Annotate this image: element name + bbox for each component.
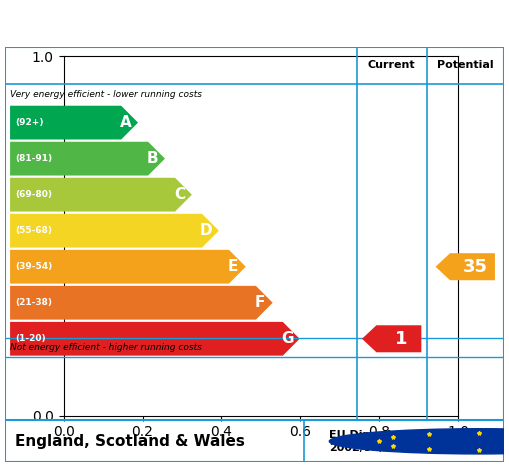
Text: (21-38): (21-38) (15, 298, 52, 307)
Text: (92+): (92+) (15, 118, 44, 127)
Text: Not energy efficient - higher running costs: Not energy efficient - higher running co… (10, 343, 202, 352)
Text: 35: 35 (463, 258, 488, 276)
Text: B: B (147, 151, 158, 166)
Text: (39-54): (39-54) (15, 262, 52, 271)
Polygon shape (10, 106, 138, 140)
Text: Current: Current (368, 60, 415, 71)
Text: C: C (174, 187, 185, 202)
Polygon shape (10, 322, 300, 356)
Polygon shape (10, 286, 273, 319)
Text: (55-68): (55-68) (15, 226, 52, 235)
Text: A: A (120, 115, 131, 130)
Polygon shape (10, 142, 165, 176)
Text: 2002/91/EC: 2002/91/EC (329, 443, 400, 453)
Text: Energy Efficiency Rating: Energy Efficiency Rating (101, 14, 408, 35)
Text: EU Directive: EU Directive (329, 430, 406, 440)
Text: D: D (200, 223, 213, 238)
Circle shape (329, 429, 509, 454)
Polygon shape (10, 214, 219, 248)
Text: F: F (255, 295, 265, 310)
Polygon shape (362, 325, 421, 352)
Text: G: G (281, 331, 293, 346)
Text: E: E (228, 259, 239, 274)
Polygon shape (436, 253, 495, 280)
Text: Potential: Potential (437, 60, 494, 71)
Text: Very energy efficient - lower running costs: Very energy efficient - lower running co… (10, 90, 202, 99)
Text: (1-20): (1-20) (15, 334, 46, 343)
Text: (81-91): (81-91) (15, 154, 52, 163)
Text: England, Scotland & Wales: England, Scotland & Wales (15, 434, 245, 449)
Polygon shape (10, 178, 192, 212)
Text: 1: 1 (395, 330, 408, 348)
Text: (69-80): (69-80) (15, 190, 52, 199)
Polygon shape (10, 250, 246, 283)
